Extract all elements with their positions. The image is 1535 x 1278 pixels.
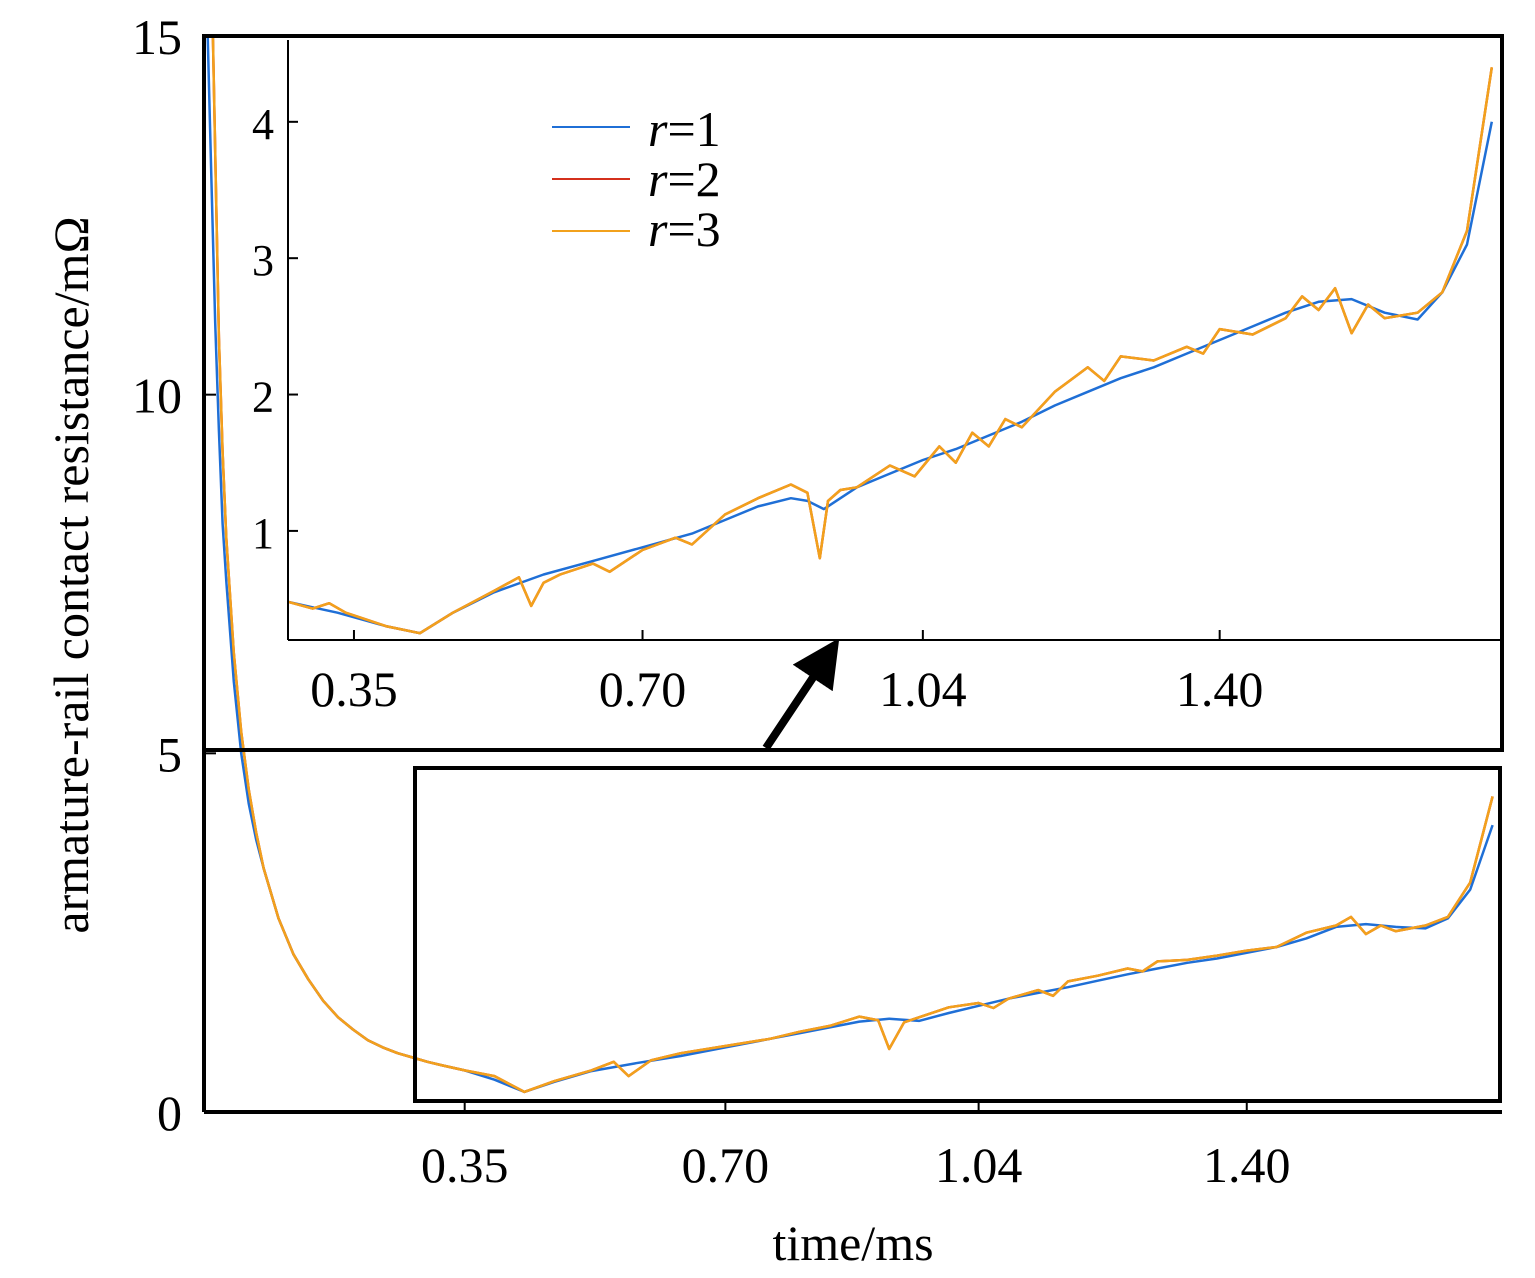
inset-x-tick-label-1: 0.70 [599,661,687,717]
main-y-tick-label-0: 0 [157,1085,182,1141]
inset-x-tick-label-2: 1.04 [879,661,967,717]
inset-series-group [287,67,1494,635]
inset-x-ticks: 0.35 0.70 1.04 1.40 [310,630,1263,717]
main-y-label: armature-rail contact resistance/mΩ [43,216,99,933]
legend-entry-r2: r=2 [552,151,721,207]
main-x-label: time/ms [772,1215,933,1271]
inset-series-line-r3 [287,67,1494,635]
zoom-arrow [762,638,840,751]
inset-y-tick-label-0: 1 [252,509,274,558]
main-x-tick-label-2: 1.04 [935,1137,1023,1193]
inset-x-tick-label-0: 0.35 [310,661,398,717]
inset-background [288,36,1500,640]
main-x-tick-label-0: 0.35 [421,1137,509,1193]
inset-chart: 0.35 0.70 1.04 1.40 1 2 3 4 r=1 r=2 r=3 [202,34,1504,752]
inset-x-tick-label-3: 1.40 [1176,661,1264,717]
main-series-group [206,35,1494,1094]
main-x-tick-label-1: 0.70 [682,1137,770,1193]
inset-frame [202,34,1504,752]
main-y-ticks: 0 5 10 15 [132,9,216,1141]
legend: r=1 r=2 r=3 [552,101,721,257]
zoom-region-box [413,766,1502,1103]
inset-y-ticks: 1 2 3 4 [252,100,298,558]
legend-entry-r3: r=3 [552,201,721,257]
main-y-tick-label-3: 15 [132,9,182,65]
main-y-tick-label-1: 5 [157,726,182,782]
main-y-tick-label-2: 10 [132,368,182,424]
legend-label-r3: r=3 [648,201,721,257]
legend-label-r2: r=2 [648,151,721,207]
legend-entry-r1: r=1 [552,101,721,157]
main-x-tick-label-3: 1.40 [1203,1137,1291,1193]
inset-y-tick-label-1: 2 [252,373,274,422]
main-series-line-r3 [211,35,1494,1094]
legend-label-r1: r=1 [648,101,721,157]
inset-y-tick-label-2: 3 [252,236,274,285]
main-x-ticks: 0.35 0.70 1.04 1.40 [421,1100,1291,1193]
inset-y-tick-label-3: 4 [252,100,274,149]
